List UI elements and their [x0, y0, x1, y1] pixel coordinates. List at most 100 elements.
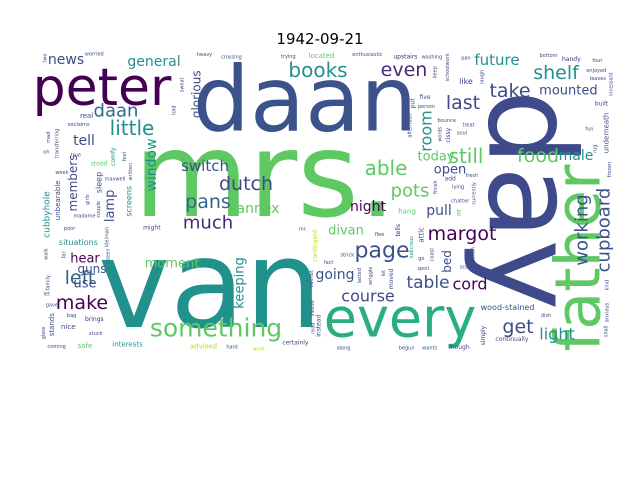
word-though-110: though [448, 344, 469, 351]
word-mrs-0: mrs. [134, 106, 396, 244]
word-cissy-77: cissy [445, 127, 452, 142]
word-rug-140: rug [593, 144, 599, 152]
word-divan-44: divan [328, 224, 364, 239]
word-incessant-115: incessant [608, 72, 614, 96]
word-something-7: something [150, 314, 282, 343]
word-situations-59: situations [59, 238, 98, 247]
word-little-14: little [110, 116, 155, 140]
word-words-168: words [437, 126, 443, 141]
word-cannot-170: cannot [309, 270, 315, 287]
word-handy-80: handy [562, 56, 581, 63]
word-located-67: located [309, 52, 335, 60]
word-air-111: air [455, 208, 462, 216]
word-anxious-157: anxious [605, 302, 611, 322]
word-sleep-71: sleep [95, 172, 104, 193]
word-today-40: today [418, 150, 455, 165]
word-work-116: work [252, 346, 264, 352]
chart-title: 1942-09-21 [276, 30, 364, 48]
word-coming-163: coming [47, 344, 65, 350]
word-begun-91: begun [399, 345, 415, 351]
word-told-148: told [171, 106, 177, 116]
word-annex-38: annex [237, 201, 280, 217]
word-mad-165: mad [46, 132, 52, 143]
word-certainly-70: certainly [282, 340, 309, 347]
word-fact-171: fact [324, 260, 334, 266]
word-take-18: take [489, 80, 530, 102]
word-stood-109: stood [91, 160, 108, 167]
word-simply-84: simply [480, 325, 487, 345]
word-going-46: going [315, 267, 354, 283]
word-bounce-81: bounce [437, 118, 455, 124]
word-written-154: written [128, 163, 134, 181]
word-food-19: food [517, 145, 559, 167]
word-instead-83: instead [316, 314, 323, 336]
word-glorious-57: glorious [190, 70, 204, 118]
word-far-172: far [62, 251, 68, 259]
word-pan-106: pan [461, 55, 470, 61]
word-four-105: four [592, 58, 603, 64]
word-switch-36: switch [181, 157, 229, 175]
word-week-92: week [55, 170, 68, 176]
word-upstairs-75: upstairs [393, 54, 417, 61]
word-treat-151: treat [462, 123, 474, 129]
word-last-20: last [446, 92, 480, 114]
word-person-114: person [418, 104, 435, 110]
word-stands-62: stands [48, 313, 56, 337]
word-contingent-85: contingent [312, 229, 319, 262]
word-afternoon-125: afternoon [408, 113, 414, 137]
word-working-8: working [572, 194, 593, 265]
word-lying-152: lying [452, 185, 464, 191]
word-girls-119: girls [85, 194, 91, 205]
word-wants-162: wants [422, 346, 437, 352]
word-pots-28: pots [391, 181, 430, 202]
word-currently-158: currently [472, 182, 478, 204]
word-bag-135: bag [67, 313, 76, 319]
word-feel-169: feel [122, 152, 128, 161]
word-real-95: real [80, 112, 93, 120]
word-enjoyed-160: enjoyed [586, 68, 606, 74]
word-pull-42: pull [426, 203, 452, 219]
word-dutch-16: dutch [219, 173, 273, 195]
word-ludicrous-93: ludicrous [409, 236, 415, 259]
word-scolded-87: scolded [460, 265, 479, 271]
word-enthusiastic-128: enthusiastic [352, 52, 383, 58]
word-window-37: window [144, 138, 160, 191]
word-books-11: books [288, 58, 347, 82]
word-coast-138: coast [430, 248, 436, 261]
word-open-41: open [434, 163, 466, 178]
word-guns-52: guns [77, 262, 106, 276]
word-put-127: put [409, 98, 416, 109]
word-father-4: father [542, 164, 615, 352]
word-along-131: along [337, 345, 351, 351]
word-chatter-112: chatter [451, 199, 470, 205]
word-wood-stained-60: wood-stained [481, 303, 535, 312]
word-crossing-156: crossing [221, 55, 242, 61]
word-bottom-129: bottom [539, 53, 557, 59]
word-cubbyhole-58: cubbyhole [43, 191, 53, 238]
word-leaves-107: leaves [590, 76, 607, 82]
word-hang-104: hang [398, 208, 416, 216]
word-lamp-55: lamp [103, 190, 118, 223]
word-shelf-12: shelf [533, 62, 580, 84]
word-nice-64: nice [61, 323, 76, 331]
word-moment-48: moment [145, 257, 200, 272]
word-daan-3: daan [193, 48, 417, 153]
word-future-32: future [474, 51, 519, 69]
word-keep-142: keep [433, 66, 439, 78]
word-course-31: course [341, 287, 394, 306]
word-night-39: night [350, 199, 387, 215]
word-family-89: family [46, 275, 52, 290]
word-washing-136: washing [422, 55, 443, 61]
word-heavy-150: heavy [197, 52, 212, 58]
word-laugh-101: laugh [480, 70, 486, 84]
word-screens-61: screens [125, 186, 134, 217]
word-van-1: van [98, 214, 322, 356]
word-use-53: use [73, 277, 96, 292]
word-mounted-56: mounted [539, 84, 597, 99]
word-let-90: let [43, 292, 49, 298]
word-kleiman-121: kleiman [105, 227, 111, 247]
word-members-50: members [66, 155, 80, 212]
word-make-26: make [56, 292, 108, 314]
word-lot-141: lot [381, 270, 387, 276]
